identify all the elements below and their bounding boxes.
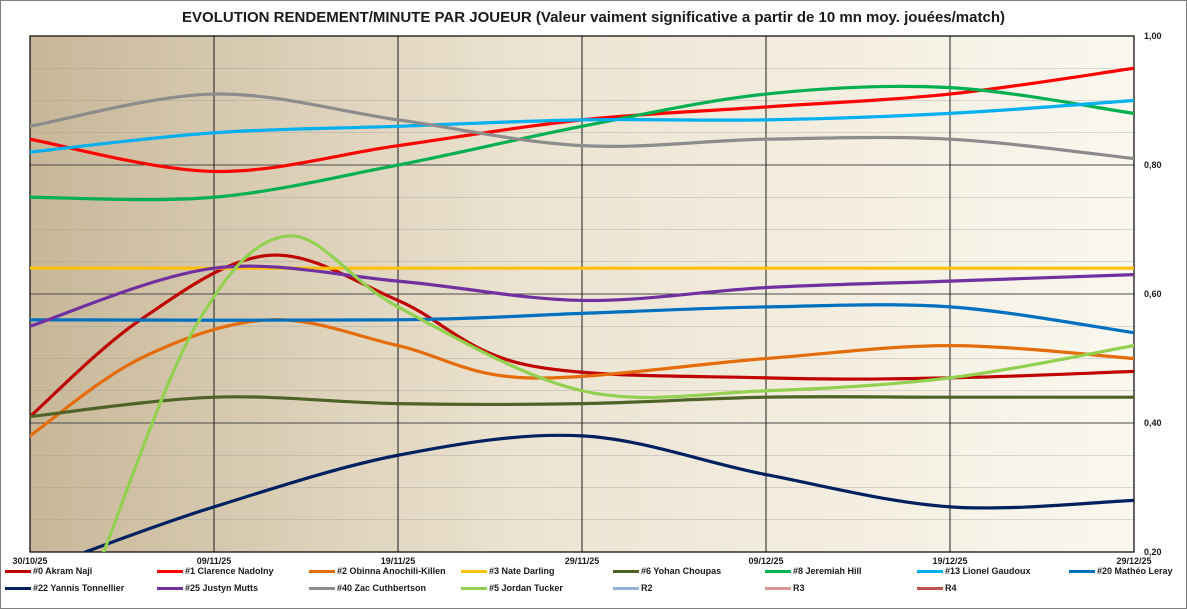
legend-swatch	[765, 586, 791, 590]
legend-label: #0 Akram Naji	[33, 566, 93, 576]
y-tick-label: 0,60	[1144, 289, 1162, 299]
legend-label: #8 Jeremiah Hill	[793, 566, 862, 576]
x-tick-label: 09/11/25	[197, 556, 232, 566]
legend-swatch	[5, 569, 31, 573]
legend-label: R3	[793, 583, 805, 593]
legend-item: R2	[613, 583, 653, 593]
legend-label: R2	[641, 583, 653, 593]
legend-item: #25 Justyn Mutts	[157, 583, 258, 593]
y-tick-label: 0,20	[1144, 547, 1162, 557]
legend-label: #6 Yohan Choupas	[641, 566, 722, 576]
chart-title: EVOLUTION RENDEMENT/MINUTE PAR JOUEUR (V…	[182, 9, 1005, 26]
y-tick-label: 0,80	[1144, 160, 1162, 170]
plot-border	[29, 35, 1135, 553]
x-tick-label: 30/10/25	[12, 556, 47, 566]
series-line-5-jordan-tucker	[102, 234, 1134, 552]
legend-item: #5 Jordan Tucker	[461, 583, 563, 593]
legend-swatch	[309, 569, 335, 573]
y-tick-label: 1,00	[1144, 31, 1162, 41]
legend-item: #40 Zac Cuthbertson	[309, 583, 426, 593]
legend-label: #25 Justyn Mutts	[185, 583, 259, 593]
x-tick-label: 29/12/25	[1116, 556, 1151, 566]
x-tick-label: 29/11/25	[565, 556, 600, 566]
legend-swatch	[613, 586, 639, 590]
series-line-2-obinna-anochili-killen	[30, 318, 1134, 438]
legend-label: #2 Obinna Anochili-Killen	[337, 566, 446, 576]
legend-label: #1 Clarence Nadolny	[185, 566, 274, 576]
legend-swatch	[157, 569, 183, 573]
legend-swatch	[309, 586, 335, 590]
x-tick-label: 19/12/25	[932, 556, 967, 566]
series-line-8-jeremiah-hill	[30, 84, 1134, 202]
legend-item: #20 Mathéo Leray	[1069, 566, 1173, 576]
legend-swatch	[461, 586, 487, 590]
legend-item: #3 Nate Darling	[461, 566, 555, 576]
series-lines	[30, 66, 1134, 552]
legend-item: #1 Clarence Nadolny	[157, 566, 274, 576]
legend-swatch	[917, 569, 943, 573]
legend-label: #13 Lionel Gaudoux	[945, 566, 1031, 576]
legend-swatch	[917, 586, 943, 590]
grid	[29, 35, 1135, 553]
legend-item: #13 Lionel Gaudoux	[917, 566, 1031, 576]
legend-swatch	[157, 586, 183, 590]
legend-label: #22 Yannis Tonnellier	[33, 583, 125, 593]
legend-item: #0 Akram Naji	[5, 566, 92, 576]
legend-item: #8 Jeremiah Hill	[765, 566, 862, 576]
legend-swatch	[1069, 569, 1095, 573]
legend-item: #2 Obinna Anochili-Killen	[309, 566, 446, 576]
y-tick-label: 0,40	[1144, 418, 1162, 428]
legend-label: #3 Nate Darling	[489, 566, 555, 576]
series-line-25-justyn-mutts	[30, 264, 1134, 328]
series-line-40-zac-cuthbertson	[30, 92, 1134, 161]
legend-item: #22 Yannis Tonnellier	[5, 583, 124, 593]
legend-item: #6 Yohan Choupas	[613, 566, 721, 576]
legend-label: #40 Zac Cuthbertson	[337, 583, 427, 593]
legend-label: #5 Jordan Tucker	[489, 583, 563, 593]
series-line-6-yohan-choupas	[30, 395, 1134, 419]
legend-item: R4	[917, 583, 957, 593]
legend-label: R4	[945, 583, 957, 593]
legend-swatch	[765, 569, 791, 573]
x-tick-label: 09/12/25	[748, 556, 783, 566]
legend-label: #20 Mathéo Leray	[1097, 566, 1173, 576]
legend-swatch	[613, 569, 639, 573]
legend-item: R3	[765, 583, 805, 593]
axes: 30/10/25 09/11/25 19/11/25 29/11/25 09/12/25…	[12, 31, 1161, 566]
legend-swatch	[5, 586, 31, 590]
x-tick-label: 19/11/25	[381, 556, 416, 566]
series-line-20-math-o-leray	[30, 303, 1134, 335]
legend-swatch	[461, 569, 487, 573]
series-line-13-lionel-gaudoux	[30, 98, 1134, 154]
series-line-22-yannis-tonnellier	[83, 433, 1134, 552]
